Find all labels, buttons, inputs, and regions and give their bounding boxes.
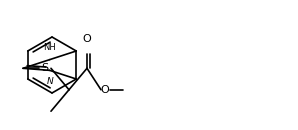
Text: S: S — [41, 63, 49, 73]
Text: NH: NH — [43, 43, 56, 52]
Text: O: O — [101, 85, 109, 95]
Text: N: N — [47, 77, 54, 86]
Text: O: O — [83, 34, 91, 44]
